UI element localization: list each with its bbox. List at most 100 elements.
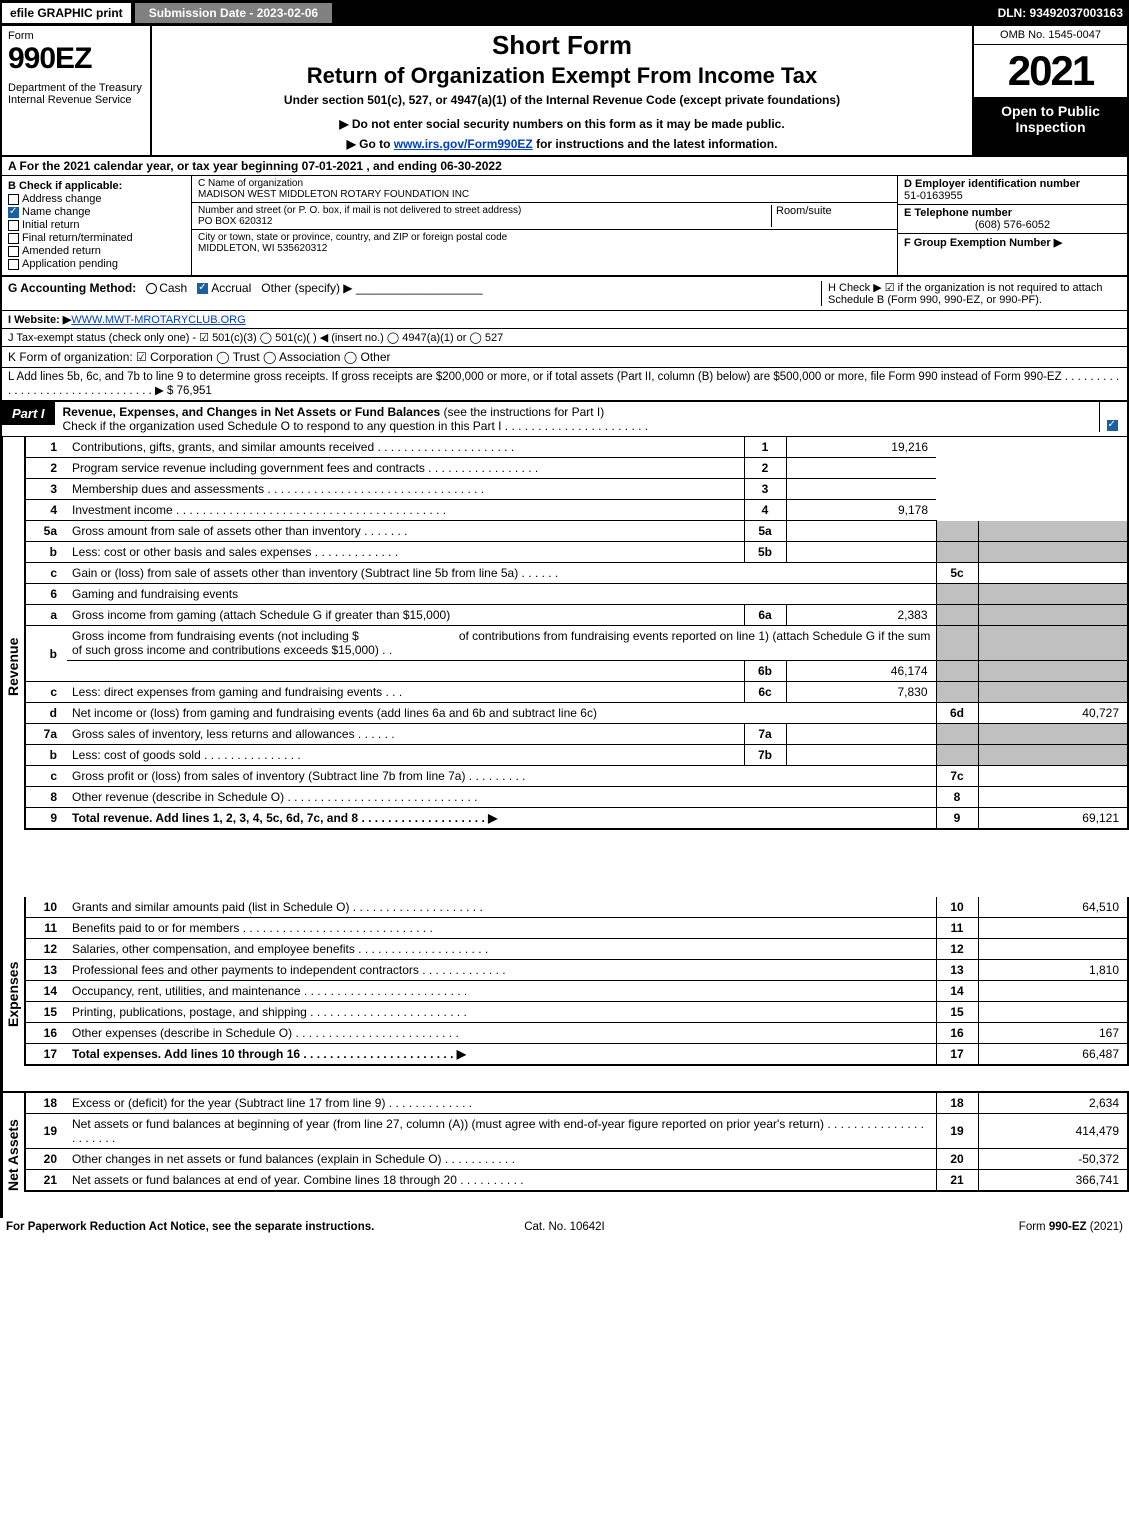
side-revenue: Revenue	[0, 437, 24, 897]
side-expenses: Expenses	[0, 897, 24, 1091]
form-label: Form	[8, 30, 144, 42]
chk-application-pending[interactable]: Application pending	[8, 258, 185, 270]
section-def: D Employer identification number 51-0163…	[897, 176, 1127, 275]
ein-value: 51-0163955	[904, 190, 1121, 202]
title-short-form: Short Form	[160, 30, 964, 61]
line-12: 12Salaries, other compensation, and empl…	[25, 939, 1128, 960]
line-3: 3Membership dues and assessments . . . .…	[25, 479, 1128, 500]
row-k-form-org: K Form of organization: ☑ Corporation ◯ …	[0, 347, 1129, 368]
c-city-row: City or town, state or province, country…	[192, 230, 897, 256]
line-2: 2Program service revenue including gover…	[25, 458, 1128, 479]
dln-label: DLN: 93492037003163	[998, 6, 1129, 20]
side-netassets: Net Assets	[0, 1093, 24, 1218]
c-addr-label: Number and street (or P. O. box, if mail…	[198, 205, 771, 216]
line-5a: 5aGross amount from sale of assets other…	[25, 521, 1128, 542]
part1-title: Revenue, Expenses, and Changes in Net As…	[55, 402, 1099, 436]
form-header: Form 990EZ Department of the Treasury In…	[0, 26, 1129, 157]
row-l-gross-receipts: L Add lines 5b, 6c, and 7b to line 9 to …	[0, 368, 1129, 402]
expenses-table: 10Grants and similar amounts paid (list …	[24, 897, 1129, 1066]
rdo-cash[interactable]	[146, 283, 157, 294]
part1-header: Part I Revenue, Expenses, and Changes in…	[0, 402, 1129, 437]
c-addr-row: Number and street (or P. O. box, if mail…	[192, 203, 897, 230]
chk-name-change[interactable]: Name change	[8, 206, 185, 218]
line-18: 18Excess or (deficit) for the year (Subt…	[25, 1093, 1128, 1114]
note-ssn: ▶ Do not enter social security numbers o…	[160, 117, 964, 131]
line-9: 9Total revenue. Add lines 1, 2, 3, 4, 5c…	[25, 808, 1128, 830]
line-10: 10Grants and similar amounts paid (list …	[25, 897, 1128, 918]
line-14: 14Occupancy, rent, utilities, and mainte…	[25, 981, 1128, 1002]
line-7b: bLess: cost of goods sold . . . . . . . …	[25, 745, 1128, 766]
d-ein: D Employer identification number 51-0163…	[898, 176, 1127, 205]
line-17: 17Total expenses. Add lines 10 through 1…	[25, 1044, 1128, 1066]
line-1: 1Contributions, gifts, grants, and simil…	[25, 437, 1128, 458]
open-to-public: Open to Public Inspection	[974, 97, 1127, 155]
section-bcdef: B Check if applicable: Address change Na…	[0, 175, 1129, 277]
rdo-accrual[interactable]	[197, 283, 208, 294]
website-link[interactable]: WWW.MWT-MROTARYCLUB.ORG	[71, 314, 245, 326]
line-16: 16Other expenses (describe in Schedule O…	[25, 1023, 1128, 1044]
line-15: 15Printing, publications, postage, and s…	[25, 1002, 1128, 1023]
c-room-suite: Room/suite	[771, 205, 891, 227]
line-6b-amt: 6b46,174	[25, 661, 1128, 682]
line-6a: aGross income from gaming (attach Schedu…	[25, 605, 1128, 626]
form-number: 990EZ	[8, 42, 144, 76]
line-5c: cGain or (loss) from sale of assets othe…	[25, 563, 1128, 584]
g-accounting: G Accounting Method: Cash Accrual Other …	[8, 281, 821, 306]
f-group-exemption: F Group Exemption Number ▶	[898, 234, 1127, 251]
c-addr-value: PO BOX 620312	[198, 216, 771, 227]
goto-pre: ▶ Go to	[347, 137, 394, 151]
chk-address-change[interactable]: Address change	[8, 193, 185, 205]
chk-amended-return[interactable]: Amended return	[8, 245, 185, 257]
chk-initial-return[interactable]: Initial return	[8, 219, 185, 231]
header-mid: Short Form Return of Organization Exempt…	[152, 26, 972, 155]
title-return: Return of Organization Exempt From Incom…	[160, 63, 964, 89]
footer-cat-no: Cat. No. 10642I	[378, 1221, 750, 1233]
line-7c: cGross profit or (loss) from sales of in…	[25, 766, 1128, 787]
line-7a: 7aGross sales of inventory, less returns…	[25, 724, 1128, 745]
row-g-h: G Accounting Method: Cash Accrual Other …	[0, 277, 1129, 311]
note-goto: ▶ Go to www.irs.gov/Form990EZ for instru…	[160, 137, 964, 151]
phone-value: (608) 576-6052	[904, 219, 1121, 231]
b-label: B Check if applicable:	[8, 180, 185, 192]
c-name-label: C Name of organization	[198, 178, 891, 189]
c-city-value: MIDDLETON, WI 535620312	[198, 243, 891, 254]
row-a-tax-year: A For the 2021 calendar year, or tax yea…	[0, 157, 1129, 175]
omb-number: OMB No. 1545-0047	[974, 26, 1127, 45]
row-i-website: I Website: ▶WWW.MWT-MROTARYCLUB.ORG	[0, 311, 1129, 329]
footer-paperwork: For Paperwork Reduction Act Notice, see …	[6, 1221, 378, 1233]
revenue-table: 1Contributions, gifts, grants, and simil…	[24, 437, 1129, 830]
line-6c: cLess: direct expenses from gaming and f…	[25, 682, 1128, 703]
section-b: B Check if applicable: Address change Na…	[2, 176, 192, 275]
line-8: 8Other revenue (describe in Schedule O) …	[25, 787, 1128, 808]
efile-print-button[interactable]: efile GRAPHIC print	[0, 1, 133, 25]
line-21: 21Net assets or fund balances at end of …	[25, 1170, 1128, 1192]
line-6: 6Gaming and fundraising events	[25, 584, 1128, 605]
line-6d: dNet income or (loss) from gaming and fu…	[25, 703, 1128, 724]
section-c: C Name of organization MADISON WEST MIDD…	[192, 176, 897, 275]
part1-schedule-o-check[interactable]	[1099, 402, 1127, 432]
chk-final-return[interactable]: Final return/terminated	[8, 232, 185, 244]
line-6b: bGross income from fundraising events (n…	[25, 626, 1128, 661]
row-j-tax-exempt: J Tax-exempt status (check only one) - ☑…	[0, 329, 1129, 347]
part1-check-text: Check if the organization used Schedule …	[63, 419, 649, 433]
tax-year: 2021	[974, 45, 1127, 97]
c-org-name: MADISON WEST MIDDLETON ROTARY FOUNDATION…	[198, 189, 891, 200]
subtitle-under-section: Under section 501(c), 527, or 4947(a)(1)…	[160, 93, 964, 107]
header-right: OMB No. 1545-0047 2021 Open to Public In…	[972, 26, 1127, 155]
footer-form-ref: Form 990-EZ (2021)	[751, 1221, 1123, 1233]
irs-link[interactable]: www.irs.gov/Form990EZ	[394, 137, 533, 151]
line-20: 20Other changes in net assets or fund ba…	[25, 1149, 1128, 1170]
netassets-table: 18Excess or (deficit) for the year (Subt…	[24, 1093, 1129, 1192]
goto-post: for instructions and the latest informat…	[533, 137, 778, 151]
part1-tab: Part I	[2, 402, 55, 425]
line-5b: bLess: cost or other basis and sales exp…	[25, 542, 1128, 563]
c-city-label: City or town, state or province, country…	[198, 232, 891, 243]
h-check: H Check ▶ ☑ if the organization is not r…	[821, 281, 1121, 306]
dept-label: Department of the Treasury Internal Reve…	[8, 82, 144, 106]
header-left: Form 990EZ Department of the Treasury In…	[2, 26, 152, 155]
line-4: 4Investment income . . . . . . . . . . .…	[25, 500, 1128, 521]
line-13: 13Professional fees and other payments t…	[25, 960, 1128, 981]
c-name-row: C Name of organization MADISON WEST MIDD…	[192, 176, 897, 203]
l-amount: 76,951	[177, 385, 212, 397]
page-footer: For Paperwork Reduction Act Notice, see …	[0, 1218, 1129, 1236]
